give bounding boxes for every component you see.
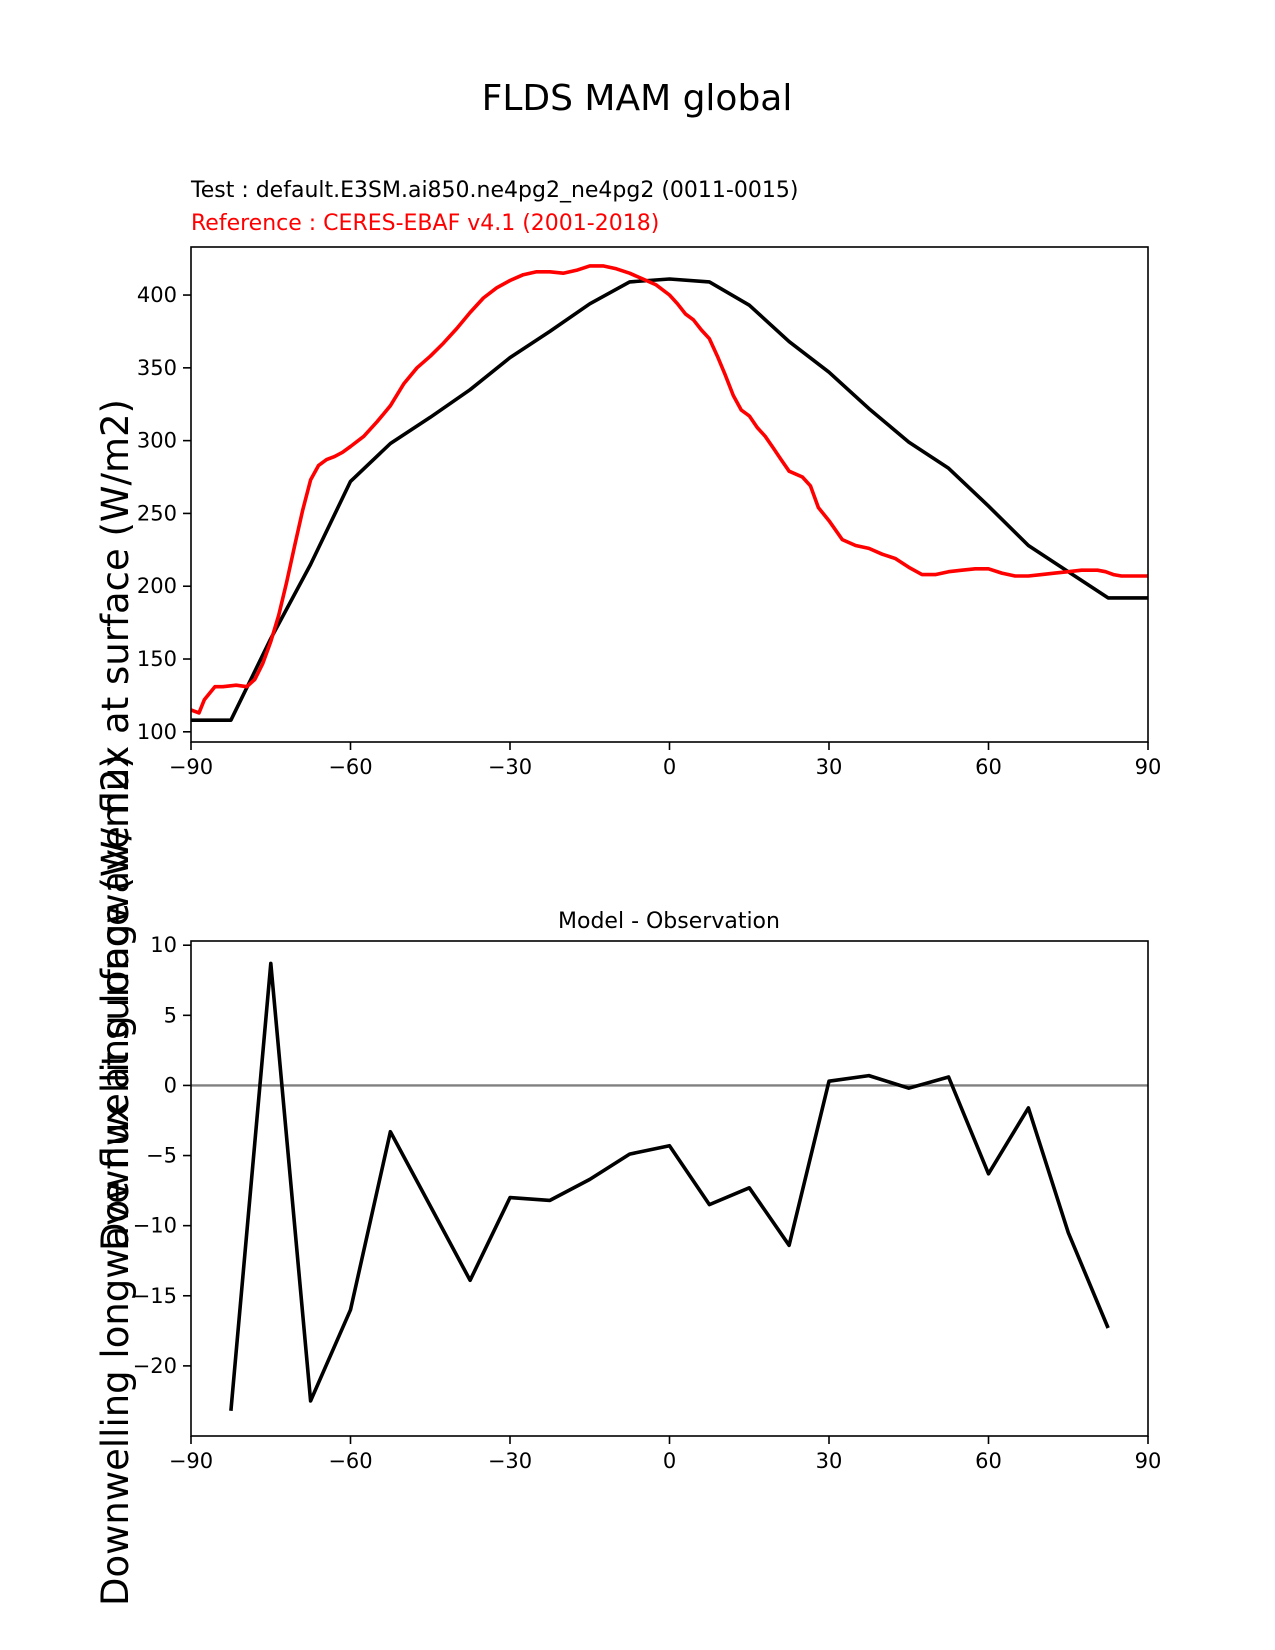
y-tick-label: 200	[137, 574, 177, 598]
y-tick-label: −10	[133, 1214, 177, 1238]
x-tick-label: 60	[975, 1449, 1002, 1473]
y-tick-label: −5	[146, 1144, 177, 1168]
reference-label: Reference : CERES-EBAF v4.1 (2001-2018)	[191, 211, 659, 236]
x-tick-label: 0	[663, 755, 676, 779]
bottom-panel: Model - Observation −90 −60 −30 0 30 60 90 10 5 0…	[133, 909, 1162, 1473]
x-tick-label: −30	[488, 755, 532, 779]
reference-series-line	[191, 264, 1148, 715]
figure-title: FLDS MAM global	[482, 78, 793, 119]
y-tick-label: 10	[150, 933, 177, 957]
y-tick-label: 5	[164, 1003, 177, 1027]
y-tick-label: 0	[164, 1073, 177, 1097]
difference-series-line	[229, 961, 1110, 1411]
test-label: Test : default.E3SM.ai850.ne4pg2_ne4pg2 …	[190, 178, 798, 203]
test-series-line	[191, 277, 1148, 723]
y-tick-label: −20	[133, 1354, 177, 1378]
y-tick-label: 100	[137, 720, 177, 744]
x-tick-label: 0	[663, 1449, 676, 1473]
top-panel: Test : default.E3SM.ai850.ne4pg2_ne4pg2 …	[137, 178, 1161, 779]
y-tick-label: −15	[133, 1284, 177, 1308]
x-tick-label: 30	[816, 755, 843, 779]
plot-area-frame	[190, 940, 1149, 1437]
plot-area-frame	[190, 246, 1149, 743]
x-tick-label: 90	[1135, 755, 1162, 779]
y-tick-label: 150	[137, 647, 177, 671]
y-tick-label: 250	[137, 501, 177, 525]
y-tick-label: 350	[137, 356, 177, 380]
x-tick-label: −90	[169, 755, 213, 779]
x-tick-label: −30	[488, 1449, 532, 1473]
x-tick-label: 60	[975, 755, 1002, 779]
figure-y-axis-label-secondary: Downwelling longwave flux at surface (W/…	[94, 754, 137, 1606]
figure-y-axis-label: Downwelling longwave flux at surface (W/…	[94, 399, 137, 1251]
x-tick-label: 90	[1135, 1449, 1162, 1473]
y-tick-label: 400	[137, 283, 177, 307]
x-tick-label: 30	[816, 1449, 843, 1473]
difference-panel-title: Model - Observation	[558, 909, 780, 934]
x-tick-label: −60	[328, 1449, 372, 1473]
x-tick-label: −60	[328, 755, 372, 779]
y-tick-label: 300	[137, 429, 177, 453]
x-tick-label: −90	[169, 1449, 213, 1473]
